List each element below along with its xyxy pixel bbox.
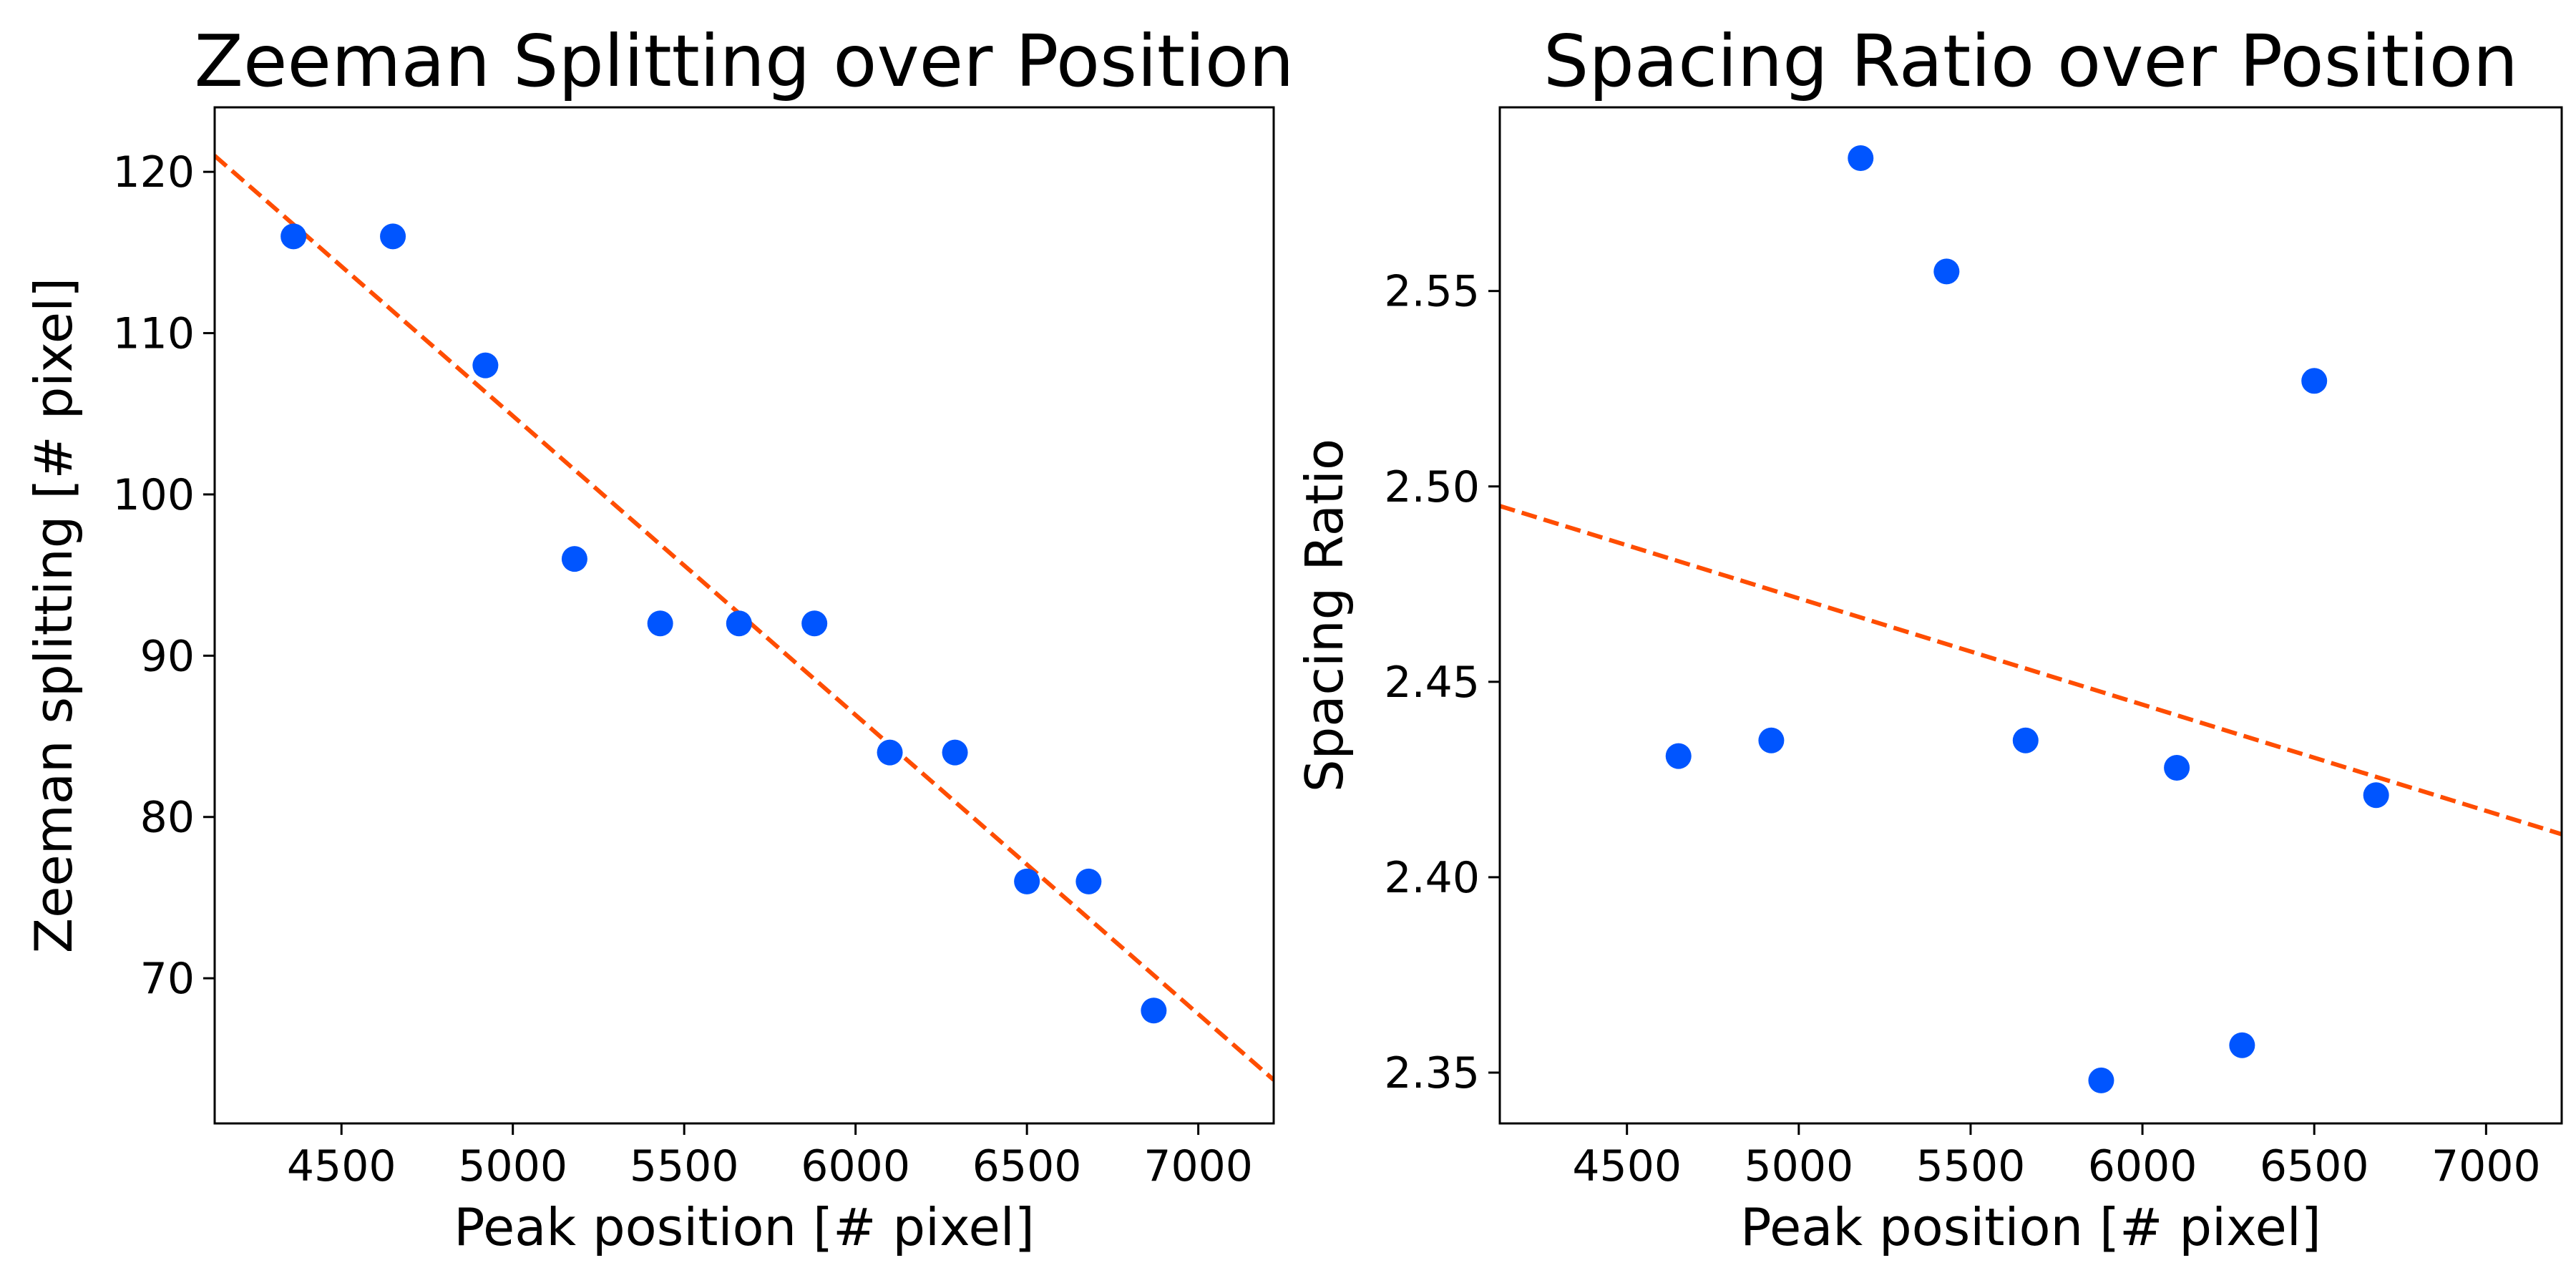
x-tick-label: 7000 xyxy=(1143,1141,1253,1191)
x-axis-label: Peak position [# pixel] xyxy=(454,1197,1035,1257)
chart-title: Spacing Ratio over Position xyxy=(1543,19,2518,103)
data-point xyxy=(2301,368,2328,394)
data-point xyxy=(1075,868,1102,894)
data-point xyxy=(2363,782,2389,809)
y-tick-label: 90 xyxy=(140,631,195,681)
y-tick-label: 70 xyxy=(140,954,195,1004)
x-tick-label: 5000 xyxy=(1744,1141,1853,1191)
data-point xyxy=(726,610,752,637)
y-tick-label: 2.55 xyxy=(1384,267,1480,317)
data-point xyxy=(1141,997,1167,1024)
data-point xyxy=(801,610,828,637)
data-point xyxy=(561,546,587,572)
data-point xyxy=(2012,727,2039,753)
x-tick-label: 4500 xyxy=(287,1141,396,1191)
chart-title: Zeeman Splitting over Position xyxy=(195,19,1294,103)
y-tick-label: 2.40 xyxy=(1384,853,1480,903)
data-point xyxy=(2164,755,2190,781)
y-tick-label: 2.50 xyxy=(1384,462,1480,512)
data-point xyxy=(1933,258,1960,285)
y-tick-label: 2.35 xyxy=(1384,1048,1480,1098)
data-point xyxy=(1758,727,1785,753)
axes-frame xyxy=(1498,106,2563,1125)
data-point xyxy=(472,352,499,379)
y-axis-label: Spacing Ratio xyxy=(1294,439,1355,792)
data-point xyxy=(2229,1032,2255,1058)
x-tick-label: 5000 xyxy=(458,1141,567,1191)
x-tick-label: 6000 xyxy=(2088,1141,2197,1191)
fit-line xyxy=(215,154,1274,1082)
y-tick-label: 100 xyxy=(112,470,195,520)
y-tick-label: 2.45 xyxy=(1384,658,1480,708)
series-group xyxy=(215,154,1274,1082)
data-point xyxy=(1665,743,1692,769)
x-tick-label: 5500 xyxy=(630,1141,739,1191)
x-axis-label: Peak position [# pixel] xyxy=(1740,1197,2321,1257)
data-point xyxy=(280,223,307,250)
data-point xyxy=(1014,868,1040,894)
data-point xyxy=(1848,145,1874,171)
plot-area: 4500 5000 5500 6000 6500 7000 2.35 2.40 2.45 2.50… xyxy=(1384,145,2562,1191)
x-tick-label: 4500 xyxy=(1572,1141,1682,1191)
x-tick-label: 6000 xyxy=(801,1141,910,1191)
panel-spacing-ratio: Spacing Ratio over Position 4500 5000 5500… xyxy=(1294,19,2563,1257)
data-point xyxy=(942,739,968,766)
data-point xyxy=(647,610,673,637)
plot-area: 4500 5000 5500 6000 6500 7000 70 80 90 100 110 120 xyxy=(112,147,1274,1191)
y-tick-label: 120 xyxy=(112,147,195,197)
axes-frame xyxy=(213,106,1275,1125)
y-tick-label: 110 xyxy=(112,309,195,359)
fit-line xyxy=(1500,504,2562,836)
x-tick-label: 5500 xyxy=(1916,1141,2026,1191)
y-axis-label: Zeeman splitting [# pixel] xyxy=(24,278,84,953)
data-point xyxy=(2088,1067,2114,1093)
x-tick-label: 6500 xyxy=(972,1141,1082,1191)
data-point xyxy=(380,223,406,250)
panel-zeeman-splitting: Zeeman Splitting over Position 4500 5000 5… xyxy=(24,19,1294,1257)
y-tick-label: 80 xyxy=(140,793,195,843)
series-group xyxy=(1500,145,2562,1093)
x-tick-label: 7000 xyxy=(2431,1141,2541,1191)
x-tick-label: 6500 xyxy=(2260,1141,2369,1191)
data-point xyxy=(877,739,903,766)
